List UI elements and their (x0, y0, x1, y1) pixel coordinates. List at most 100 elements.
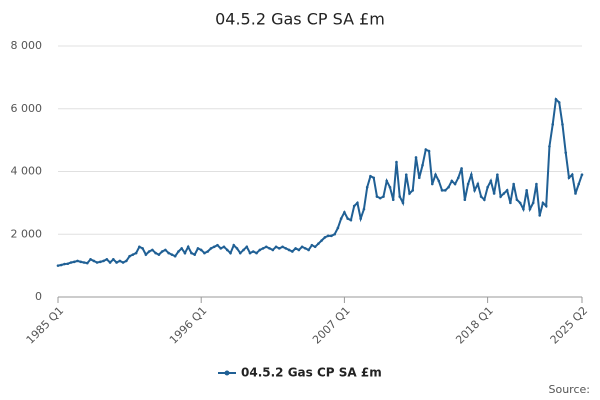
y-tick-label: 4 000 (11, 165, 43, 178)
point (225, 248, 229, 252)
point (548, 145, 551, 148)
point (411, 189, 415, 192)
point (486, 185, 489, 189)
series-line (57, 97, 583, 267)
point (138, 245, 141, 249)
point (141, 247, 144, 250)
point (147, 250, 151, 253)
point (183, 251, 187, 255)
point (281, 245, 284, 249)
point (268, 247, 271, 250)
point (310, 243, 314, 247)
point (378, 196, 382, 200)
point (164, 248, 167, 252)
point (577, 182, 581, 186)
y-tick-label: 6 000 (11, 102, 43, 115)
point (496, 173, 499, 176)
point (170, 253, 174, 256)
point (554, 98, 558, 101)
point (196, 247, 200, 250)
chart-title: 04.5.2 Gas CP SA £m (215, 10, 385, 29)
point (463, 198, 467, 202)
point (570, 173, 574, 176)
point (85, 261, 89, 265)
point (300, 245, 304, 249)
point (362, 207, 366, 211)
point (492, 192, 496, 195)
point (352, 204, 356, 208)
point (470, 173, 473, 176)
point (541, 201, 545, 205)
point (535, 182, 538, 186)
point (274, 245, 278, 249)
point (346, 217, 349, 220)
point (261, 247, 265, 250)
point (131, 253, 135, 256)
point (190, 251, 193, 255)
point (502, 192, 506, 195)
point (66, 262, 70, 266)
point (414, 156, 418, 159)
point (525, 189, 528, 192)
point (105, 258, 109, 261)
point (561, 123, 564, 126)
point (466, 182, 470, 186)
point (112, 258, 115, 261)
point (56, 264, 60, 267)
point (333, 232, 336, 236)
point (209, 247, 213, 250)
point (457, 176, 460, 180)
point (476, 182, 480, 186)
point (69, 261, 73, 264)
point (408, 192, 411, 195)
point (134, 251, 138, 255)
point (229, 251, 232, 255)
point (102, 259, 105, 263)
point (242, 248, 245, 252)
point (339, 217, 343, 220)
point (251, 250, 255, 253)
point (258, 248, 262, 252)
point (343, 210, 346, 214)
point (505, 189, 509, 192)
point (180, 247, 183, 250)
point (199, 248, 203, 252)
legend-marker (224, 370, 230, 376)
point (567, 176, 571, 180)
point (157, 253, 161, 256)
point (264, 245, 268, 249)
point (375, 195, 379, 198)
point (72, 260, 76, 264)
point (427, 149, 431, 153)
point (515, 198, 519, 202)
legend-label: 04.5.2 Gas CP SA £m (241, 366, 382, 380)
source: Source: (549, 383, 591, 396)
point (518, 201, 522, 205)
point (447, 185, 450, 189)
point (284, 247, 288, 250)
point (564, 151, 568, 154)
point (291, 250, 294, 253)
point (89, 258, 92, 261)
point (193, 253, 196, 256)
point (238, 251, 242, 255)
point (444, 189, 447, 192)
x-tick-label: 2007 Q1 (310, 304, 353, 347)
point (304, 247, 307, 250)
point (108, 261, 112, 264)
point (232, 243, 236, 247)
point (382, 195, 385, 198)
point (437, 179, 441, 183)
point (128, 254, 131, 258)
point (479, 195, 483, 198)
point (219, 247, 223, 250)
point (385, 179, 389, 183)
x-tick-label: 2025 Q2 (548, 304, 591, 347)
point (404, 173, 408, 176)
point (421, 163, 424, 167)
point (349, 218, 353, 222)
point (450, 179, 454, 183)
point (574, 192, 577, 195)
point (160, 250, 164, 253)
